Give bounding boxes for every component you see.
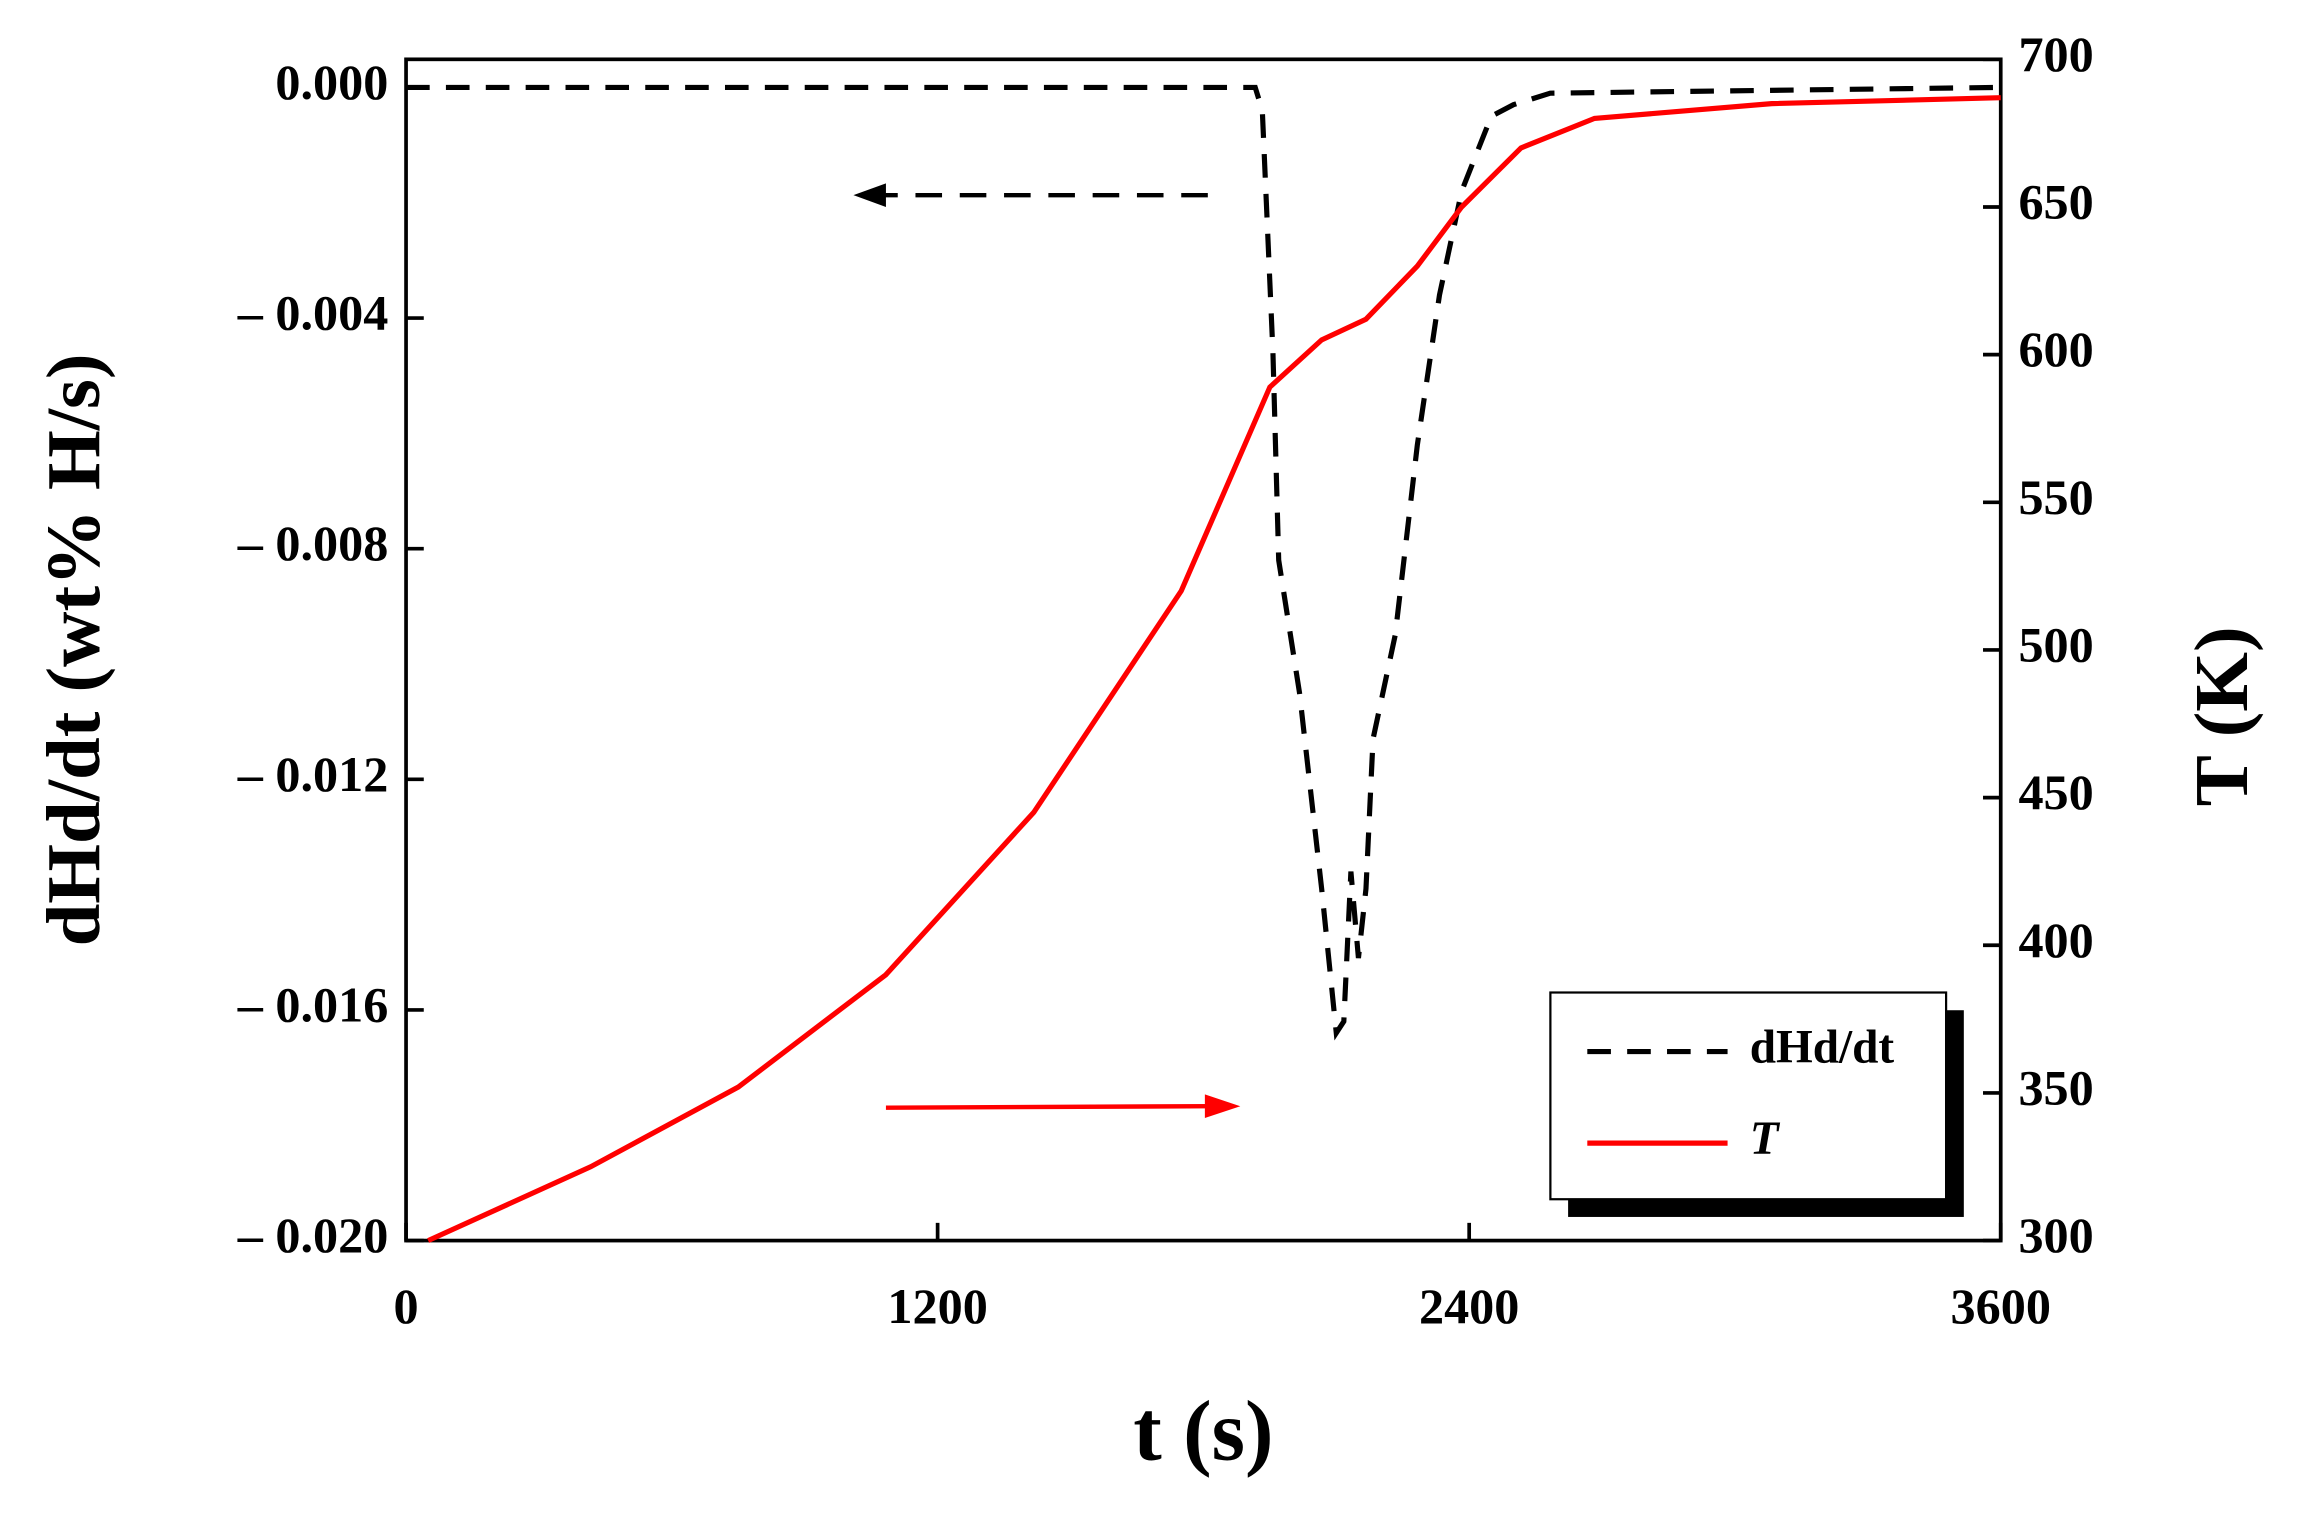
x-tick-label: 3600 xyxy=(1951,1278,2051,1334)
x-tick-label: 0 xyxy=(394,1278,419,1334)
y2-axis-title: T (K) xyxy=(2179,626,2264,806)
line-series xyxy=(406,84,2001,1041)
y2-tick-label: 450 xyxy=(2018,764,2093,820)
y2-tick-label: 400 xyxy=(2018,912,2093,968)
x-axis-title: t (s) xyxy=(1133,1384,1273,1479)
y-tick-label: – 0.008 xyxy=(237,515,389,571)
legend-label: T xyxy=(1750,1113,1781,1165)
y2-tick-label: 600 xyxy=(2018,321,2093,377)
arrowhead-right xyxy=(1204,1094,1241,1119)
y-axis-title: dHd/dt (wt% H/s) xyxy=(31,354,116,947)
y-tick-label: – 0.004 xyxy=(237,285,389,341)
y-tick-label: 0.000 xyxy=(275,54,388,110)
y-tick-label: – 0.012 xyxy=(237,746,389,802)
x-tick-label: 1200 xyxy=(887,1278,987,1334)
y2-tick-label: 550 xyxy=(2018,469,2093,525)
legend-label: dHd/dt xyxy=(1750,1021,1895,1073)
arrowhead-left xyxy=(853,183,886,207)
y2-tick-label: 650 xyxy=(2018,173,2093,229)
y2-tick-label: 350 xyxy=(2018,1059,2093,1115)
y2-tick-label: 300 xyxy=(2018,1207,2093,1263)
y-tick-label: – 0.020 xyxy=(237,1207,389,1263)
arrow-right xyxy=(885,1103,1211,1110)
legend-box xyxy=(1549,991,1948,1201)
y2-tick-label: 500 xyxy=(2018,616,2093,672)
y-tick-label: – 0.016 xyxy=(237,976,389,1032)
y2-tick-label: 700 xyxy=(2018,26,2093,82)
line-series xyxy=(427,95,2001,1243)
x-tick-label: 2400 xyxy=(1419,1278,1519,1334)
